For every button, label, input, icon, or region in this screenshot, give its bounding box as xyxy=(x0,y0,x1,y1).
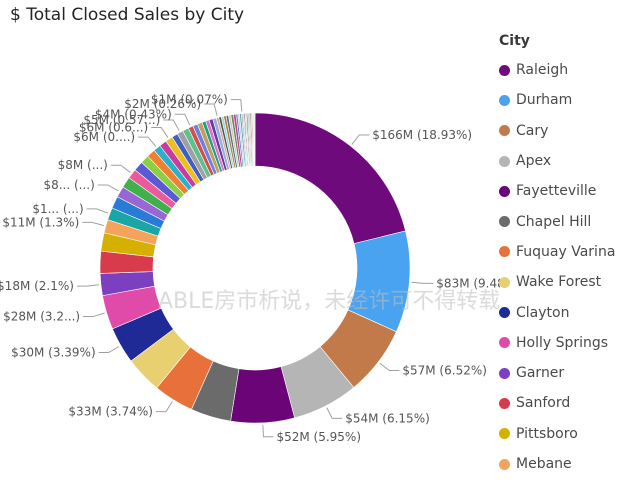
data-label: $33M (3.74%) xyxy=(68,405,153,419)
legend-label: Garner xyxy=(516,365,565,382)
legend-swatch xyxy=(499,185,510,197)
legend-swatch xyxy=(499,155,510,167)
legend-item[interactable]: Wake Forest xyxy=(499,267,619,297)
legend-label: Holly Springs xyxy=(516,334,609,351)
legend-item[interactable]: Raleigh xyxy=(499,55,619,85)
data-label: $8M (...) xyxy=(58,158,108,172)
label-leader-line xyxy=(76,284,99,287)
legend-item[interactable]: Mebane xyxy=(499,449,619,479)
chart-title: $ Total Closed Sales by City xyxy=(10,5,245,25)
label-leader-line xyxy=(174,113,191,126)
legend-swatch xyxy=(499,307,510,319)
legend-swatch xyxy=(499,367,510,379)
label-leader-line xyxy=(138,136,157,147)
donut-slice-city-56 xyxy=(253,112,256,167)
legend-item[interactable]: Durham xyxy=(499,85,619,115)
legend-label: Raleigh xyxy=(516,62,569,79)
legend-item[interactable]: Chapel Hill xyxy=(499,206,619,236)
label-leader-line xyxy=(262,424,274,438)
label-leader-line xyxy=(379,362,400,372)
legend-item[interactable]: Holly Springs xyxy=(499,328,619,358)
data-label: $8... (...) xyxy=(43,178,94,192)
legend-item[interactable]: Apex xyxy=(499,146,619,176)
data-label: $6M (0....) xyxy=(73,130,135,144)
label-leader-line xyxy=(86,208,109,214)
legend-label: Mebane xyxy=(516,456,572,472)
legend-swatch xyxy=(499,397,510,409)
data-label: $2M (0.26%) xyxy=(124,97,201,111)
label-leader-line xyxy=(411,281,434,284)
legend-label: Clayton xyxy=(516,304,570,321)
legend-item[interactable]: Fuquay Varina xyxy=(499,237,619,267)
label-leader-line xyxy=(110,164,131,173)
label-leader-line xyxy=(230,99,243,112)
legend-item[interactable]: Pittsboro xyxy=(499,419,619,449)
legend-item[interactable]: Clayton xyxy=(499,297,619,327)
data-label: $30M (3.39%) xyxy=(11,346,96,360)
legend-label: Chapel Hill xyxy=(516,213,592,230)
data-label: $5M (0.57...) xyxy=(83,113,160,127)
legend-label: Fayetteville xyxy=(516,183,597,200)
legend-swatch xyxy=(499,64,510,76)
data-label: $1... (...) xyxy=(32,202,83,216)
data-label: $1M (0.07%) xyxy=(151,93,228,107)
legend-swatch xyxy=(499,458,510,470)
legend-item[interactable]: Sanford xyxy=(499,388,619,418)
legend-label: Wake Forest xyxy=(516,274,602,291)
legend: City Raleigh Durham Cary Apex Fayetteville Ch… xyxy=(499,33,619,479)
data-label: $52M (5.95%) xyxy=(276,430,361,444)
label-leader-line xyxy=(204,103,218,116)
legend-swatch xyxy=(499,216,510,228)
data-label: $166M (18.93%) xyxy=(372,128,472,142)
legend-label: Pittsboro xyxy=(516,425,578,442)
data-label: $54M (6.15%) xyxy=(345,411,430,425)
label-leader-line xyxy=(82,221,104,227)
label-leader-line xyxy=(326,407,343,419)
legend-swatch xyxy=(499,125,510,137)
legend-item[interactable]: Garner xyxy=(499,358,619,388)
label-leader-line xyxy=(151,126,169,138)
legend-swatch xyxy=(499,337,510,349)
data-label: $18M (2.1%) xyxy=(0,279,74,293)
legend-swatch xyxy=(499,276,510,288)
label-leader-line xyxy=(97,184,119,192)
legend-label: Durham xyxy=(516,92,573,109)
label-leader-line xyxy=(155,401,173,413)
data-label: $83M (9.48%) xyxy=(436,276,500,290)
data-label: $11M (1.3%) xyxy=(2,215,79,229)
legend-label: Cary xyxy=(516,122,549,139)
legend-swatch xyxy=(499,246,510,258)
donut-chart: $166M (18.93%) $83M (9.48%) $57M (6.52%) $5… xyxy=(0,93,500,444)
label-leader-line xyxy=(351,134,370,145)
legend-swatch xyxy=(499,94,510,106)
data-label: $6M (0.6...) xyxy=(79,120,148,134)
label-leader-line xyxy=(163,119,180,131)
legend-title: City xyxy=(499,33,530,49)
legend-label: Apex xyxy=(516,153,552,170)
legend-swatch xyxy=(499,428,510,440)
label-leader-line xyxy=(98,346,120,353)
legend-item[interactable]: Fayetteville xyxy=(499,176,619,206)
watermark-text: ABLE房市析说，未经许可不得转载 xyxy=(158,289,501,314)
data-label: $4M (0.43%) xyxy=(95,107,172,121)
legend-label: Fuquay Varina xyxy=(516,243,616,260)
legend-label: Sanford xyxy=(516,395,571,412)
label-leader-line xyxy=(83,312,105,318)
data-label: $57M (6.52%) xyxy=(402,364,487,378)
data-label: $28M (3.2...) xyxy=(3,310,80,324)
legend-item[interactable]: Cary xyxy=(499,116,619,146)
